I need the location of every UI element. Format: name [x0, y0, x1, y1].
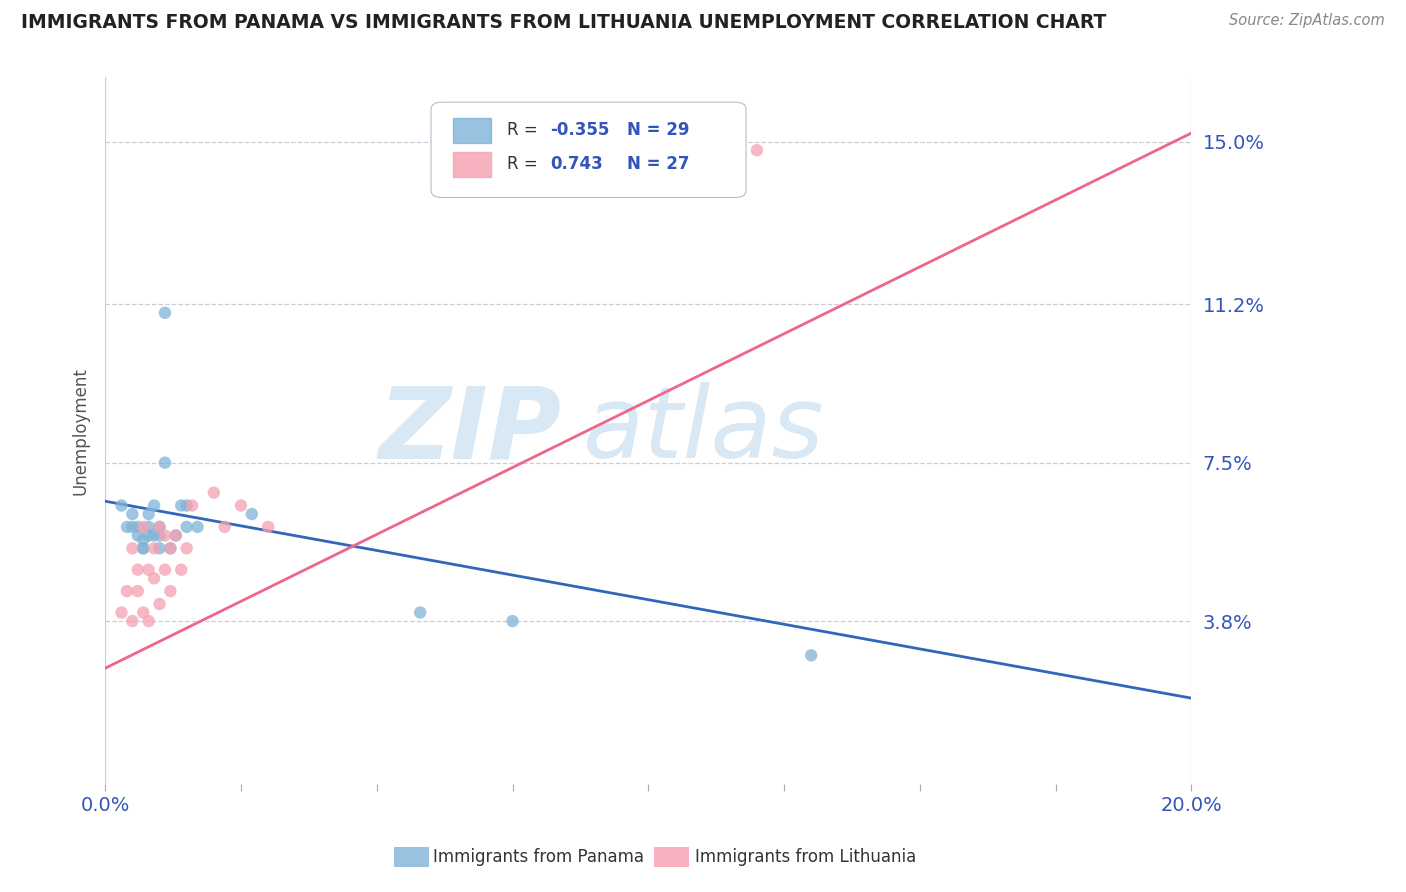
- Point: [138, 563, 160, 577]
- Point: [153, 563, 176, 577]
- Point: [121, 614, 143, 628]
- Point: [159, 541, 181, 556]
- Point: [132, 541, 155, 556]
- Bar: [453, 119, 491, 143]
- Point: [148, 520, 170, 534]
- Point: [502, 614, 524, 628]
- Point: [181, 499, 204, 513]
- Text: IMMIGRANTS FROM PANAMA VS IMMIGRANTS FROM LITHUANIA UNEMPLOYMENT CORRELATION CHA: IMMIGRANTS FROM PANAMA VS IMMIGRANTS FRO…: [21, 13, 1107, 32]
- Point: [153, 456, 176, 470]
- Point: [176, 499, 198, 513]
- Point: [127, 563, 149, 577]
- Point: [229, 499, 252, 513]
- Point: [121, 507, 143, 521]
- Point: [138, 520, 160, 534]
- Point: [202, 485, 225, 500]
- Text: R =: R =: [508, 155, 543, 173]
- Point: [138, 528, 160, 542]
- Point: [153, 528, 176, 542]
- Point: [148, 541, 170, 556]
- Point: [127, 528, 149, 542]
- Text: 0.743: 0.743: [551, 155, 603, 173]
- Point: [132, 541, 155, 556]
- Point: [409, 606, 432, 620]
- Text: ZIP: ZIP: [378, 382, 561, 479]
- Point: [176, 520, 198, 534]
- Point: [176, 541, 198, 556]
- Text: -0.355: -0.355: [551, 121, 610, 139]
- Text: N = 29: N = 29: [627, 121, 689, 139]
- Point: [110, 499, 132, 513]
- Point: [143, 499, 166, 513]
- Point: [240, 507, 263, 521]
- Point: [159, 584, 181, 599]
- Point: [148, 528, 170, 542]
- Point: [257, 520, 280, 534]
- Y-axis label: Unemployment: Unemployment: [72, 367, 89, 494]
- Point: [115, 584, 138, 599]
- Point: [143, 541, 166, 556]
- Point: [143, 528, 166, 542]
- Point: [170, 499, 193, 513]
- Text: Immigrants from Lithuania: Immigrants from Lithuania: [695, 848, 915, 866]
- Point: [132, 520, 155, 534]
- Bar: [453, 153, 491, 177]
- Point: [121, 541, 143, 556]
- Point: [745, 143, 768, 157]
- Point: [214, 520, 236, 534]
- Text: Immigrants from Panama: Immigrants from Panama: [433, 848, 644, 866]
- Point: [170, 563, 193, 577]
- Point: [148, 597, 170, 611]
- Point: [127, 584, 149, 599]
- Point: [153, 306, 176, 320]
- Point: [143, 571, 166, 585]
- Point: [800, 648, 823, 663]
- Text: atlas: atlas: [583, 382, 825, 479]
- Point: [132, 533, 155, 547]
- Point: [132, 606, 155, 620]
- Point: [186, 520, 208, 534]
- Point: [127, 520, 149, 534]
- Point: [159, 541, 181, 556]
- FancyBboxPatch shape: [432, 103, 747, 197]
- Text: Source: ZipAtlas.com: Source: ZipAtlas.com: [1229, 13, 1385, 29]
- Point: [121, 520, 143, 534]
- Point: [148, 520, 170, 534]
- Text: R =: R =: [508, 121, 543, 139]
- Text: N = 27: N = 27: [627, 155, 689, 173]
- Point: [115, 520, 138, 534]
- Point: [138, 614, 160, 628]
- Point: [138, 507, 160, 521]
- Point: [165, 528, 187, 542]
- Point: [110, 606, 132, 620]
- Point: [165, 528, 187, 542]
